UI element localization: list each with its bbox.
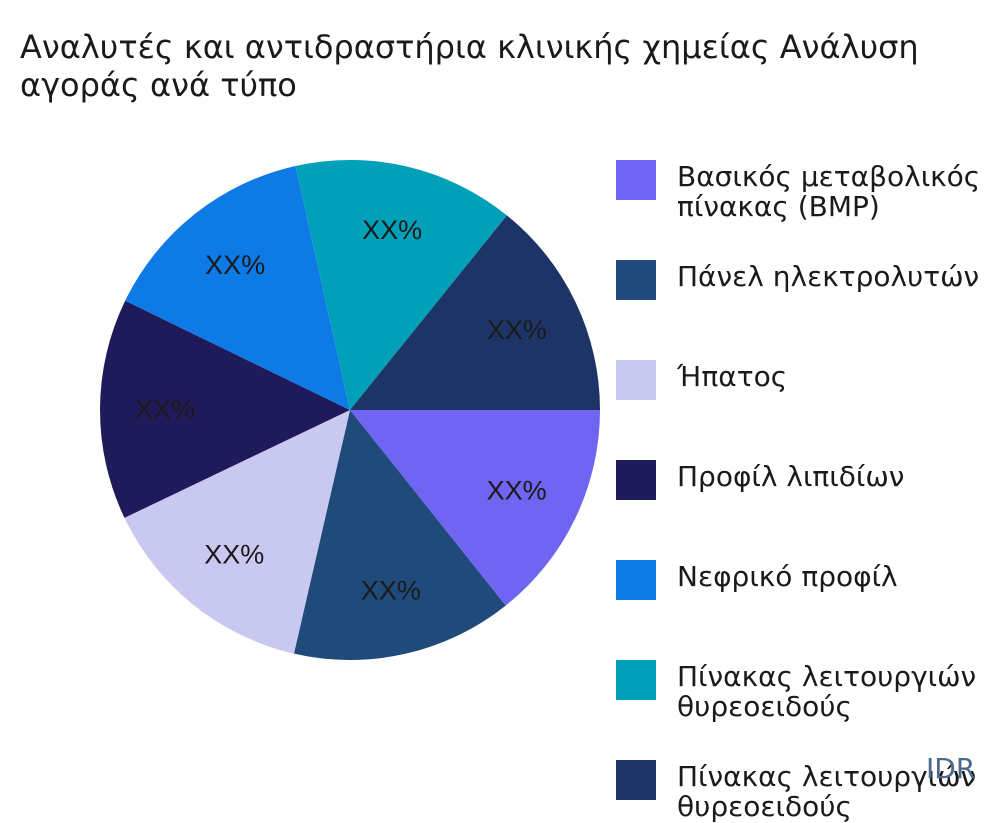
pie-slice-5[interactable] <box>125 166 351 410</box>
slice-label-5: XX% <box>205 250 265 280</box>
legend-label: Προφίλ λιπιδίων <box>677 460 905 493</box>
pie-slice-1[interactable] <box>350 410 600 606</box>
legend-swatch <box>616 160 656 200</box>
legend-swatch <box>616 760 656 800</box>
legend-item-electrolyte-panel[interactable]: Πάνελ ηλεκτρολυτών <box>616 260 1000 320</box>
legend-item-thyroid-panel[interactable]: Πίνακας λειτουργιών θυρεοειδούς <box>616 660 1000 723</box>
slice-label-3: XX% <box>204 539 264 569</box>
watermark-logo: IDR <box>926 752 976 785</box>
pie-chart: XX% XX% XX% XX% XX% XX% XX% <box>100 159 600 661</box>
legend-item-lipid-profile[interactable]: Προφίλ λιπιδίων <box>616 460 1000 520</box>
legend-label: Πίνακας λειτουργιών θυρεοειδούς <box>677 760 977 823</box>
legend-label: Νεφρικό προφίλ <box>677 560 898 593</box>
legend-swatch <box>616 260 656 300</box>
slice-label-4: XX% <box>135 394 195 424</box>
slice-label-6: XX% <box>362 215 422 245</box>
slice-label-7: XX% <box>487 315 547 345</box>
legend-item-renal-profile[interactable]: Νεφρικό προφίλ <box>616 560 1000 620</box>
legend-label: Πίνακας λειτουργιών θυρεοειδούς <box>677 660 977 723</box>
legend-item-thyroid-panel-2[interactable]: Πίνακας λειτουργιών θυρεοειδούς <box>616 760 1000 823</box>
legend-swatch <box>616 360 656 400</box>
legend-label: Πάνελ ηλεκτρολυτών <box>677 260 980 293</box>
legend-swatch <box>616 460 656 500</box>
legend-item-liver[interactable]: Ήπατος <box>616 360 1000 420</box>
legend-label: Βασικός μεταβολικός πίνακας (BMP) <box>677 160 981 223</box>
legend-swatch <box>616 560 656 600</box>
pie-slice-7[interactable] <box>350 215 600 410</box>
pie-slice-4[interactable] <box>100 300 351 518</box>
legend-swatch <box>616 660 656 700</box>
legend-label: Ήπατος <box>677 360 788 393</box>
pie-slice-2[interactable] <box>293 410 506 661</box>
chart-title: Αναλυτές και αντιδραστήρια κλινικής χημε… <box>20 28 919 104</box>
pie-slice-3[interactable] <box>124 410 350 654</box>
legend-item-bmp[interactable]: Βασικός μεταβολικός πίνακας (BMP) <box>616 160 1000 223</box>
pie-slice-6[interactable] <box>295 159 507 410</box>
slice-label-2: XX% <box>361 575 421 605</box>
slice-label-1: XX% <box>487 475 547 505</box>
